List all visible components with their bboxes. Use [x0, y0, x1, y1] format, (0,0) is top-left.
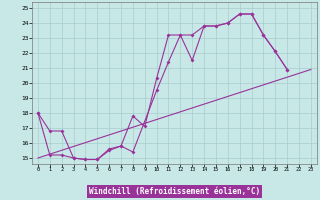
Text: Windchill (Refroidissement éolien,°C): Windchill (Refroidissement éolien,°C)	[89, 187, 260, 196]
